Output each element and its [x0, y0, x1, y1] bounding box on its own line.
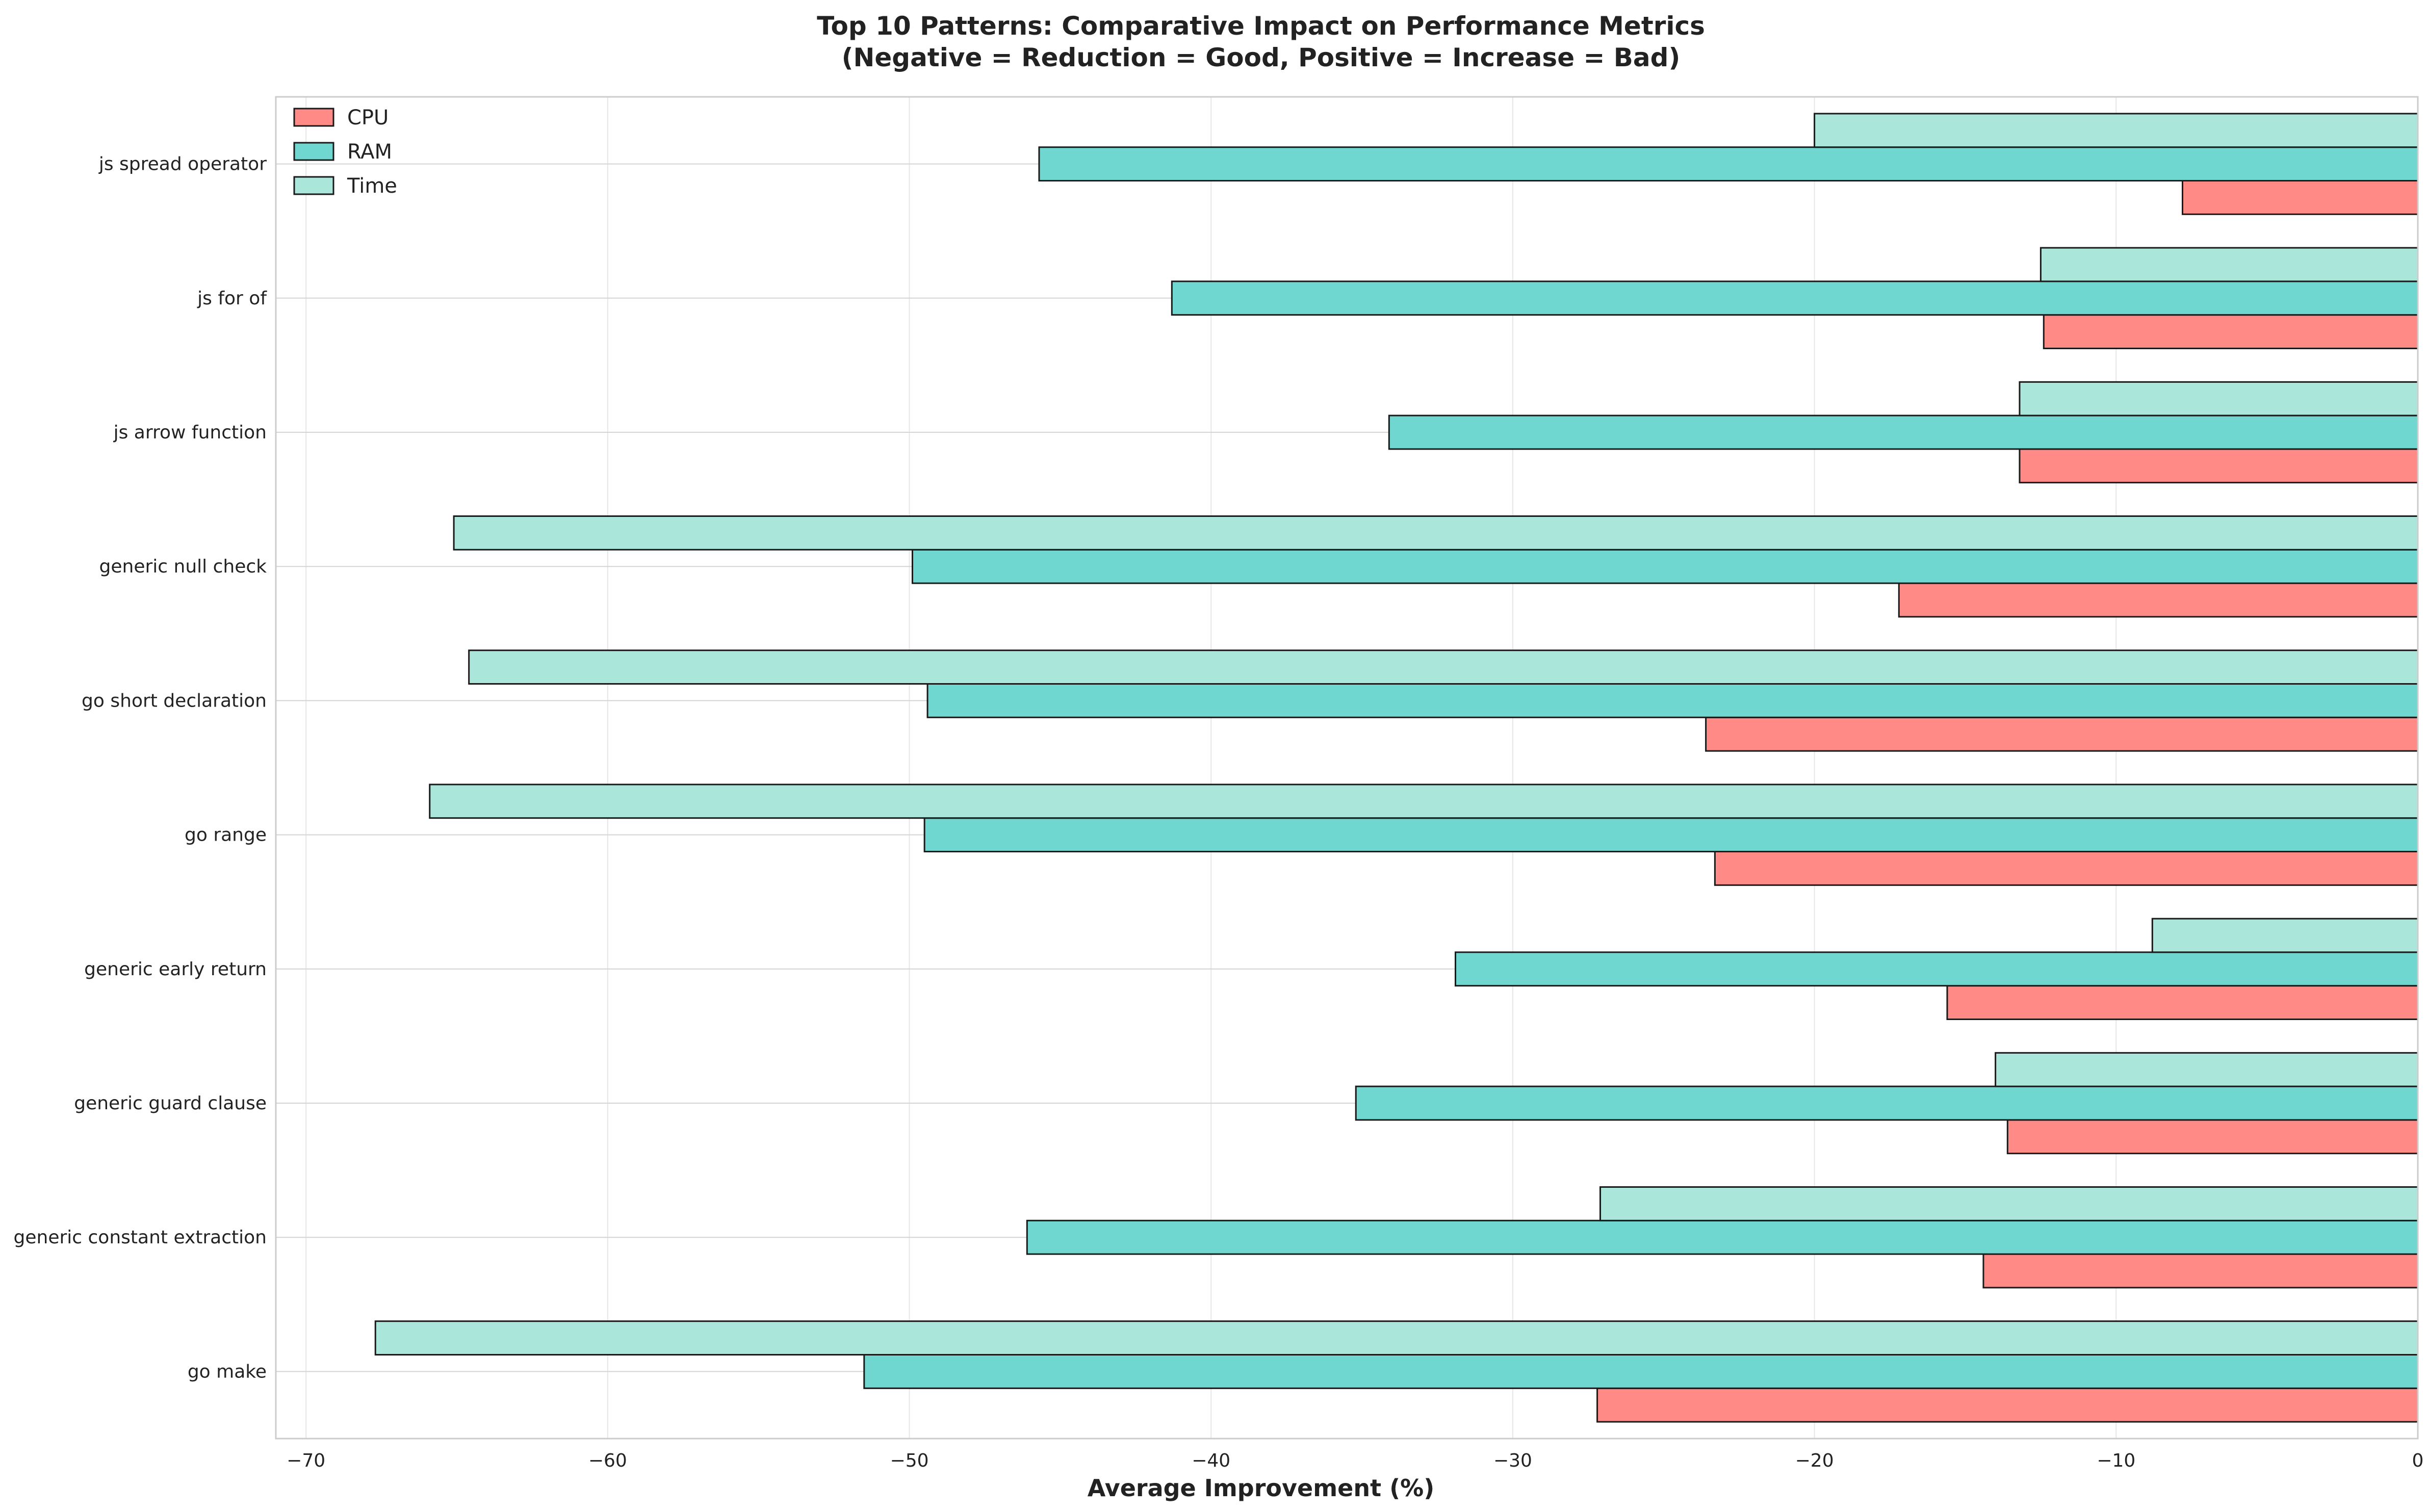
- x-tick-label: 0: [2412, 1450, 2424, 1471]
- bar-time: [429, 784, 2419, 819]
- x-tick-label: −50: [890, 1450, 929, 1471]
- legend: CPU RAM Time: [293, 106, 397, 198]
- bar-cpu: [2043, 314, 2419, 350]
- legend-swatch-ram: [293, 142, 334, 161]
- bar-ram: [1038, 146, 2419, 182]
- x-tick-label: −10: [2097, 1450, 2135, 1471]
- bar-ram: [1355, 1085, 2419, 1121]
- bar-time: [2019, 381, 2419, 416]
- bar-ram: [1388, 414, 2419, 450]
- bar-ram: [911, 549, 2419, 584]
- legend-swatch-cpu: [293, 108, 334, 127]
- bar-ram: [923, 817, 2419, 852]
- chart-title-line2: (Negative = Reduction = Good, Positive =…: [842, 43, 1681, 72]
- axes-layer: −70 −60 −50 −40 −30 −20 −10 0 js spread operator…: [14, 96, 2424, 1471]
- x-tick-label: −30: [1493, 1450, 1532, 1471]
- bar-cpu: [1982, 1253, 2419, 1289]
- bar-ram: [863, 1354, 2419, 1389]
- y-tick-label: go short declaration: [82, 690, 267, 711]
- y-tick-label: generic guard clause: [74, 1093, 267, 1114]
- bar-cpu: [2181, 180, 2419, 215]
- x-tick-label: −20: [1795, 1450, 1834, 1471]
- bar-cpu: [2006, 1119, 2419, 1155]
- y-tick-label: go make: [188, 1361, 267, 1382]
- legend-swatch-time: [293, 176, 334, 195]
- bar-time: [1814, 113, 2419, 148]
- plot-frame: [275, 96, 2419, 1440]
- bar-ram: [1026, 1219, 2419, 1255]
- bar-time: [1599, 1186, 2419, 1221]
- x-tick-label: −60: [588, 1450, 627, 1471]
- bar-cpu: [1898, 582, 2419, 618]
- y-tick-label: generic constant extraction: [14, 1227, 267, 1248]
- bar-time: [374, 1320, 2419, 1355]
- y-tick-label: go range: [185, 825, 267, 846]
- bar-time: [1995, 1052, 2419, 1087]
- x-tick-label: −70: [287, 1450, 325, 1471]
- bar-ram: [1171, 280, 2419, 316]
- y-tick-label: js for of: [197, 288, 267, 309]
- bar-time: [453, 515, 2419, 551]
- legend-label-time: Time: [347, 174, 397, 198]
- y-tick-label: js spread operator: [98, 154, 267, 175]
- y-tick-label: js arrow function: [113, 422, 267, 443]
- y-tick-label: generic null check: [99, 556, 267, 577]
- bar-time: [2151, 918, 2419, 953]
- bar-cpu: [1705, 716, 2419, 752]
- bar-time: [468, 649, 2419, 685]
- x-axis-label: Average Improvement (%): [1088, 1474, 1434, 1502]
- legend-label-cpu: CPU: [347, 106, 389, 129]
- x-tick-label: −40: [1192, 1450, 1230, 1471]
- bar-time: [2039, 247, 2419, 282]
- bar-cpu: [1946, 985, 2419, 1020]
- bar-ram: [926, 683, 2419, 718]
- bar-cpu: [2019, 448, 2419, 484]
- bar-cpu: [1596, 1387, 2419, 1423]
- y-tick-label: generic early return: [84, 959, 267, 980]
- legend-label-ram: RAM: [347, 140, 392, 164]
- bar-ram: [1455, 951, 2419, 987]
- bar-cpu: [1714, 851, 2419, 886]
- chart-title-line1: Top 10 Patterns: Comparative Impact on P…: [817, 11, 1705, 41]
